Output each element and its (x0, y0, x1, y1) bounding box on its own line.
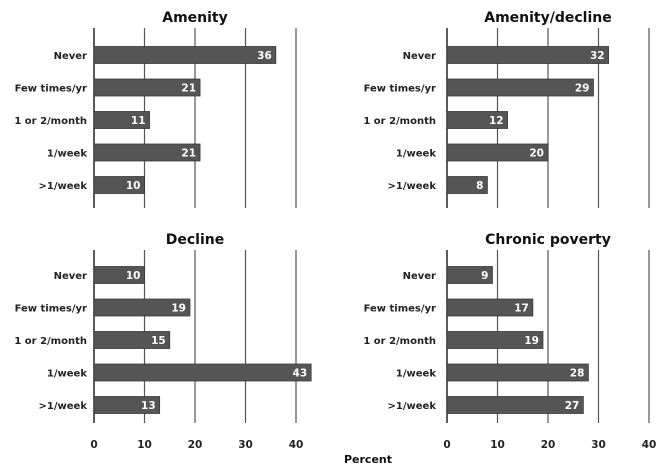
chart-title: Chronic poverty (485, 232, 611, 248)
bar (446, 298, 534, 317)
bar (446, 176, 488, 194)
data-label: 10 (126, 270, 141, 282)
data-label: 17 (514, 303, 529, 315)
data-label: 8 (476, 180, 483, 192)
category-label: >1/week (39, 401, 88, 412)
category-label: Few times/yr (15, 304, 87, 315)
chart-panel-1: Amenity Never 36 Few times/yr 21 1 or 2/month… (14, 10, 297, 208)
data-label: 27 (565, 400, 580, 412)
category-label: Never (54, 51, 87, 62)
data-label: 28 (570, 368, 585, 380)
bar (446, 46, 610, 64)
bar (93, 331, 171, 349)
chart-title: Amenity (162, 10, 228, 26)
data-label: 20 (529, 148, 544, 160)
bar (446, 143, 549, 162)
bar (446, 111, 508, 129)
chart-panel-4: Chronic poverty Never 9 Few times/yr 17 1 or … (363, 232, 656, 451)
data-label: 19 (171, 303, 186, 315)
bar (93, 266, 145, 284)
bar (93, 396, 161, 414)
category-label: >1/week (388, 181, 437, 192)
data-label: 13 (141, 400, 156, 412)
x-tick-label: 30 (238, 439, 253, 451)
category-label: >1/week (39, 181, 88, 192)
x-tick-label: 30 (591, 439, 606, 451)
category-label: 1/week (396, 369, 436, 380)
x-tick-label: 10 (490, 439, 505, 451)
bar (93, 78, 201, 97)
data-label: 43 (293, 368, 308, 380)
category-label: 1/week (47, 369, 87, 380)
chart-panel-3: Decline Never 10 Few times/yr 19 1 or 2/month… (14, 232, 312, 451)
category-label: 1 or 2/month (14, 116, 87, 127)
category-label: Never (403, 51, 436, 62)
data-label: 12 (489, 115, 504, 127)
category-label: 1 or 2/month (363, 116, 436, 127)
bar (93, 46, 277, 64)
x-tick-label: 20 (188, 439, 203, 451)
bar (93, 363, 312, 382)
category-label: 1/week (396, 149, 436, 160)
chart-title: Amenity/decline (484, 10, 612, 26)
x-tick-label: 0 (443, 439, 450, 451)
data-label: 15 (151, 335, 166, 347)
bar (93, 143, 201, 162)
bar (446, 78, 594, 97)
x-tick-label: 0 (90, 439, 97, 451)
bar (446, 363, 589, 382)
bar (446, 396, 584, 414)
data-label: 11 (131, 115, 146, 127)
data-label: 21 (181, 83, 196, 95)
data-label: 21 (181, 148, 196, 160)
x-tick-label: 10 (137, 439, 152, 451)
bar (446, 331, 544, 349)
bar (93, 298, 191, 317)
chart-panel-2: Amenity/decline Never 32 Few times/yr 29 1 or… (363, 10, 650, 208)
data-label: 9 (481, 270, 488, 282)
category-label: Never (54, 271, 87, 282)
bar (93, 111, 150, 129)
data-label: 36 (257, 50, 272, 62)
chart-title: Decline (166, 232, 224, 248)
data-label: 10 (126, 180, 141, 192)
category-label: Few times/yr (364, 304, 436, 315)
category-label: Few times/yr (364, 84, 436, 95)
x-axis-title: Percent (344, 453, 392, 466)
x-tick-label: 20 (541, 439, 556, 451)
category-label: 1 or 2/month (14, 336, 87, 347)
category-label: >1/week (388, 401, 437, 412)
category-label: 1/week (47, 149, 87, 160)
category-label: 1 or 2/month (363, 336, 436, 347)
x-tick-label: 40 (642, 439, 657, 451)
data-label: 32 (590, 50, 605, 62)
data-label: 29 (575, 83, 590, 95)
bar (93, 176, 145, 194)
x-tick-label: 40 (289, 439, 304, 451)
data-label: 19 (524, 335, 539, 347)
category-label: Never (403, 271, 436, 282)
category-label: Few times/yr (15, 84, 87, 95)
bar (446, 266, 493, 284)
